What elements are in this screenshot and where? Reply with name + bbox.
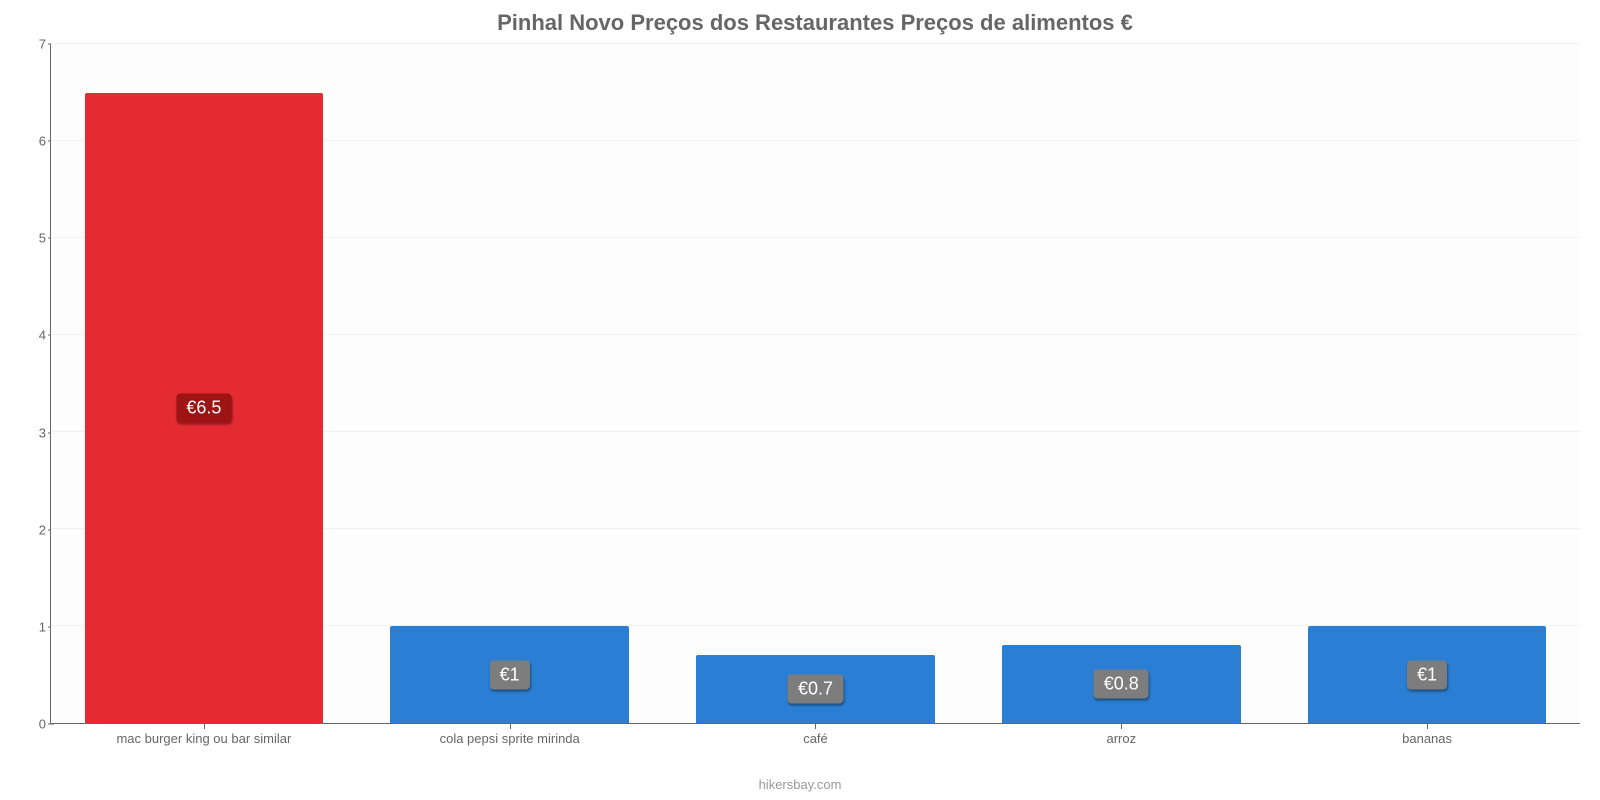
bar-value-label: €1 [1407, 660, 1447, 689]
x-tick-mark [815, 723, 816, 729]
x-axis-label: café [663, 731, 969, 746]
y-tick-label: 3 [20, 425, 46, 440]
bar: €1 [390, 626, 629, 723]
x-axis-label: arroz [968, 731, 1274, 746]
bar-value-label: €6.5 [176, 393, 231, 422]
y-tick-label: 2 [20, 522, 46, 537]
price-bar-chart: Pinhal Novo Preços dos Restaurantes Preç… [0, 0, 1600, 800]
y-tick-label: 4 [20, 328, 46, 343]
bar-value-label: €1 [490, 660, 530, 689]
bar: €6.5 [85, 93, 324, 723]
x-tick-mark [1427, 723, 1428, 729]
y-tick-label: 5 [20, 231, 46, 246]
y-tick-label: 7 [20, 37, 46, 52]
chart-title: Pinhal Novo Preços dos Restaurantes Preç… [50, 10, 1580, 36]
bar: €1 [1308, 626, 1547, 723]
bar-value-label: €0.7 [788, 675, 843, 704]
y-tick-label: 0 [20, 717, 46, 732]
bar-slot: €1 [357, 44, 663, 723]
x-axis-labels: mac burger king ou bar similarcola pepsi… [51, 731, 1580, 746]
bar: €0.7 [696, 655, 935, 723]
x-axis-label: mac burger king ou bar similar [51, 731, 357, 746]
bar-value-label: €0.8 [1094, 670, 1149, 699]
x-tick-mark [510, 723, 511, 729]
bar-slot: €0.7 [663, 44, 969, 723]
x-tick-mark [204, 723, 205, 729]
bar-slot: €1 [1274, 44, 1580, 723]
x-axis-label: cola pepsi sprite mirinda [357, 731, 663, 746]
bar-slot: €0.8 [968, 44, 1274, 723]
bar-slot: €6.5 [51, 44, 357, 723]
y-tick-label: 6 [20, 134, 46, 149]
plot-area: €6.5€1€0.7€0.8€1 mac burger king ou bar … [50, 44, 1580, 724]
y-tick-label: 1 [20, 619, 46, 634]
y-axis: 01234567 [20, 44, 50, 724]
x-tick-mark [1121, 723, 1122, 729]
x-axis-label: bananas [1274, 731, 1580, 746]
bar: €0.8 [1002, 645, 1241, 723]
plot-area-wrap: 01234567 €6.5€1€0.7€0.8€1 mac burger kin… [50, 44, 1580, 724]
bars-container: €6.5 €1 €0.7 €0.8 €1 [51, 44, 1580, 723]
chart-footer-credit: hikersbay.com [0, 777, 1600, 792]
